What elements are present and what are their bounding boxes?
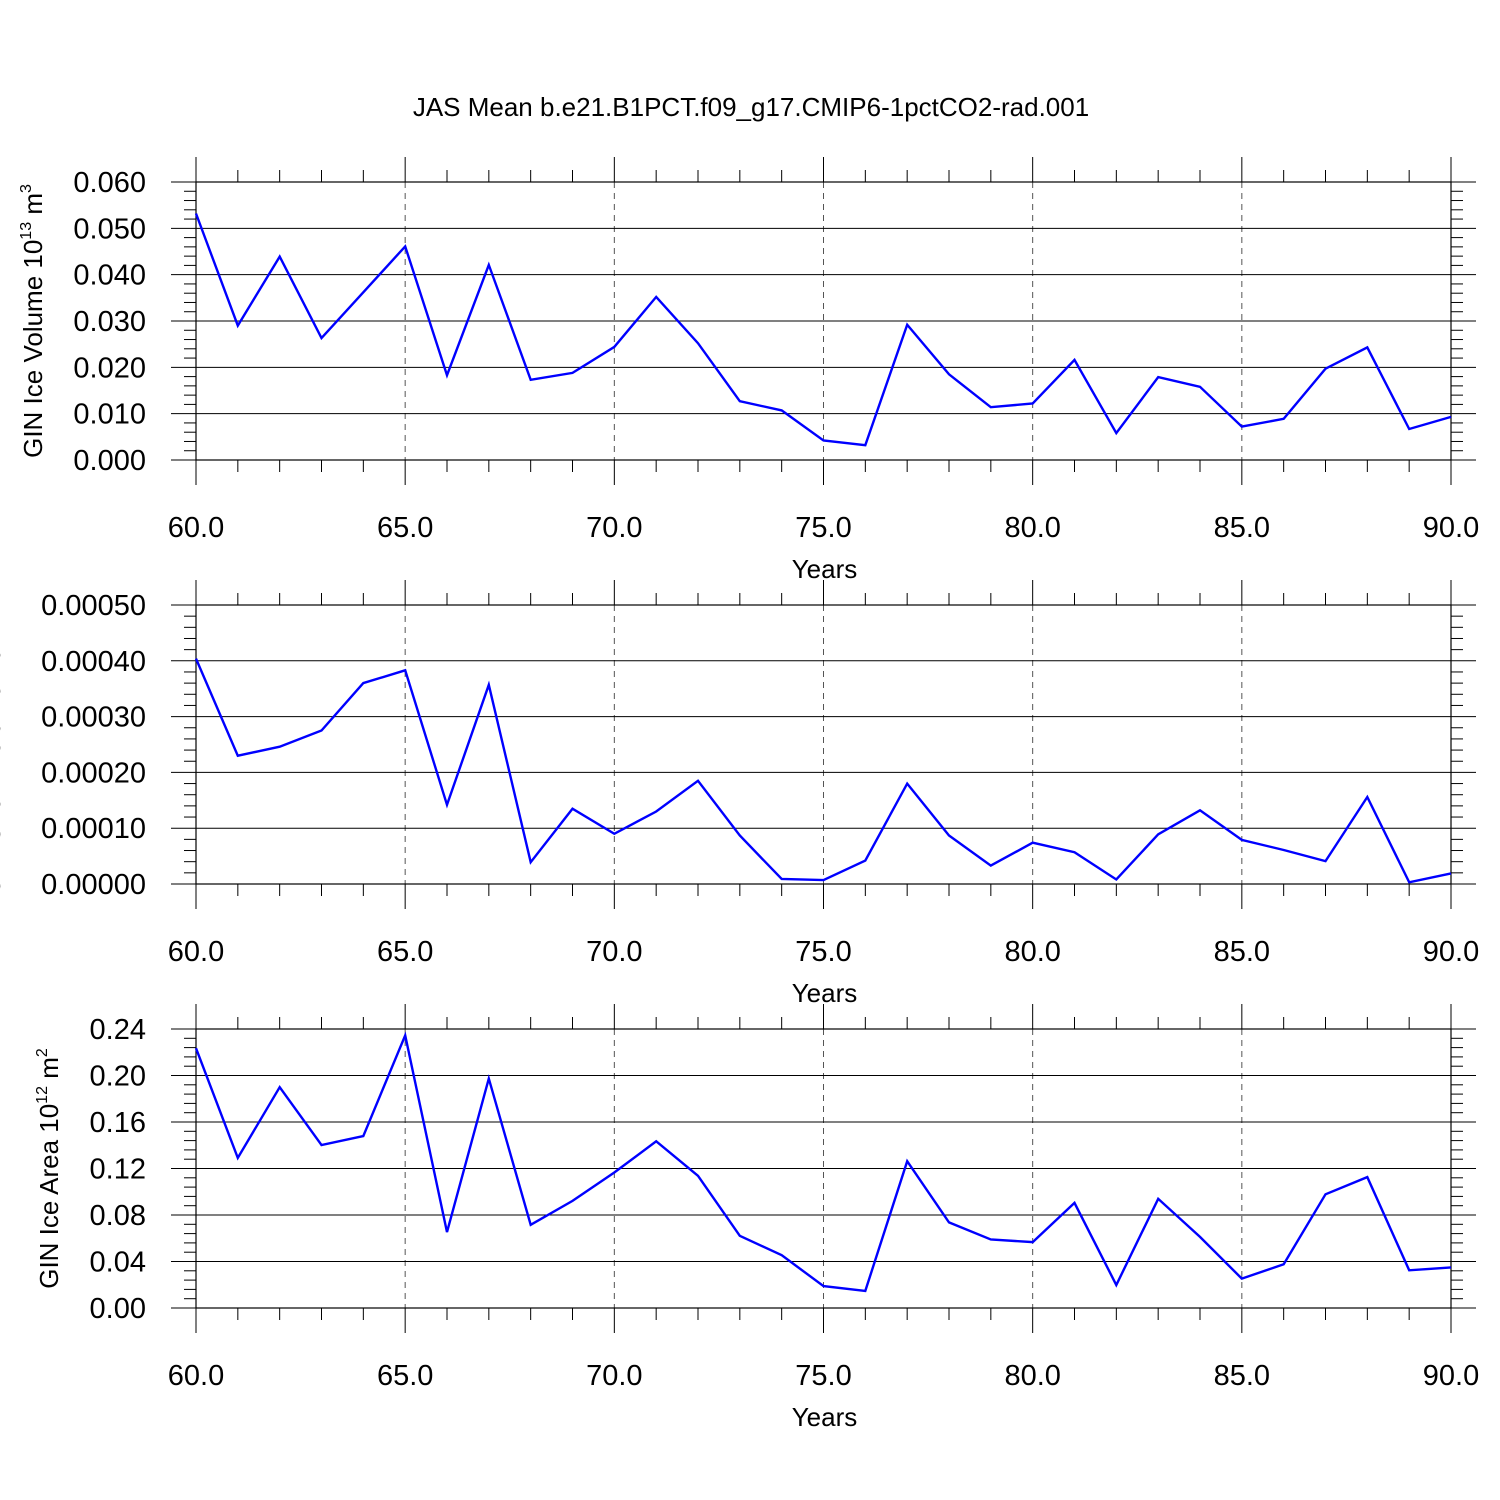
panel-2: 0.00000 0.00010 0.00020 0.00030 0.00040 0.000… (0, 580, 1479, 1008)
x-tick-label: 80.0 (1004, 936, 1060, 968)
x-tick-label: 90.0 (1423, 936, 1479, 968)
x-tick-label: 90.0 (1423, 1360, 1479, 1392)
y-tick-label: 0.00030 (41, 702, 146, 734)
x-tick-label: 80.0 (1004, 512, 1060, 544)
panel-1: 0.000 0.010 0.020 0.030 0.040 0.050 0.060 60.0 6… (18, 157, 1479, 584)
x-tick-label: 60.0 (168, 1360, 224, 1392)
y-tick-label: 0.000 (73, 445, 146, 477)
y-tick-label: 0.20 (90, 1061, 146, 1093)
panel-3: 0.00 0.04 0.08 0.12 0.16 0.20 0.24 60.0 65.0 70.0… (34, 1004, 1479, 1432)
y-axis-label: GIN Snow Volume 1013 m3 (0, 592, 6, 896)
x-tick-label: 60.0 (168, 512, 224, 544)
y-tick-label: 0.030 (73, 306, 146, 338)
y-tick-label: 0.08 (90, 1200, 146, 1232)
y-tick-label: 0.00040 (41, 646, 146, 678)
x-tick-label: 65.0 (377, 1360, 433, 1392)
y-tick-label: 0.12 (90, 1154, 146, 1186)
figure-title: JAS Mean b.e21.B1PCT.f09_g17.CMIP6-1pctC… (413, 92, 1089, 122)
x-tick-label: 65.0 (377, 936, 433, 968)
plot-frame (195, 1028, 1452, 1309)
x-tick-label: 90.0 (1423, 512, 1479, 544)
y-tick-label: 0.00010 (41, 813, 146, 845)
y-tick-label: 0.020 (73, 352, 146, 384)
x-tick-label: 65.0 (377, 512, 433, 544)
x-tick-label: 70.0 (586, 512, 642, 544)
y-tick-label: 0.24 (90, 1014, 146, 1046)
y-axis-label: GIN Ice Volume 1013 m3 (18, 184, 48, 458)
x-tick-label: 75.0 (795, 1360, 851, 1392)
y-tick-label: 0.00020 (41, 757, 146, 789)
y-tick-label: 0.040 (73, 260, 146, 292)
x-tick-label: 85.0 (1214, 512, 1270, 544)
y-tick-label: 0.00 (90, 1293, 146, 1325)
y-tick-label: 0.010 (73, 399, 146, 431)
y-tick-label: 0.00000 (41, 869, 146, 901)
x-tick-label: 85.0 (1214, 936, 1270, 968)
x-tick-label: 75.0 (795, 512, 851, 544)
y-axis-label: GIN Ice Area 1012 m2 (34, 1048, 64, 1289)
x-tick-label: 70.0 (586, 1360, 642, 1392)
series-line (194, 213, 1452, 447)
x-axis-label: Years (792, 554, 858, 584)
plot-frame (195, 181, 1452, 461)
series-line (194, 658, 1452, 884)
x-axis-label: Years (792, 1402, 858, 1432)
series-line (194, 1031, 1452, 1293)
x-tick-label: 80.0 (1004, 1360, 1060, 1392)
x-tick-label: 75.0 (795, 936, 851, 968)
y-tick-label: 0.060 (73, 167, 146, 199)
y-tick-label: 0.04 (90, 1247, 146, 1279)
x-tick-label: 70.0 (586, 936, 642, 968)
x-tick-label: 60.0 (168, 936, 224, 968)
y-tick-label: 0.16 (90, 1107, 146, 1139)
y-tick-label: 0.00050 (41, 590, 146, 622)
x-axis-label: Years (792, 978, 858, 1008)
plot-frame (195, 604, 1452, 885)
x-tick-label: 85.0 (1214, 1360, 1270, 1392)
y-tick-label: 0.050 (73, 213, 146, 245)
